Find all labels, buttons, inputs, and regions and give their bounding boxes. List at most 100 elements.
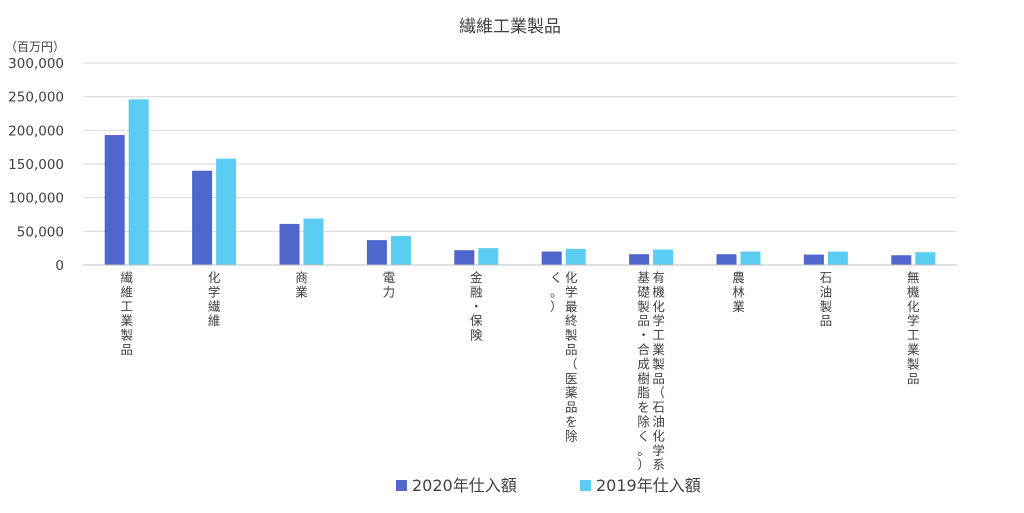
bar-series2	[478, 248, 499, 265]
x-tick-char: 業	[295, 284, 308, 299]
x-tick-char: 保	[470, 313, 483, 328]
x-tick-char: 化	[565, 270, 578, 285]
bars	[104, 99, 936, 265]
x-tick-char: ・	[637, 328, 650, 343]
bar-series2	[915, 252, 936, 265]
y-tick-label: 0	[55, 258, 64, 274]
x-tick-char: 電	[383, 270, 396, 285]
bar-series1	[279, 223, 300, 265]
x-tick-char: 品	[907, 371, 920, 386]
x-tick-char: 林	[732, 284, 745, 299]
x-axis-labels: 繊維工業製品化学繊維商業電力金融・保険化学最終製品（医薬品を除く。）有機化学工業…	[120, 270, 920, 472]
x-tick-char: 金	[470, 270, 483, 285]
chart-title: 繊維工業製品	[459, 17, 561, 37]
y-tick-label: 250,000	[8, 90, 64, 106]
bar-series2	[565, 248, 586, 265]
x-tick-char: 最	[565, 299, 578, 314]
x-tick-char: （	[652, 385, 665, 400]
x-tick-char: 終	[565, 313, 578, 328]
x-tick-char: 品	[120, 342, 133, 357]
x-tick-char: 製	[907, 356, 920, 371]
bar-series1	[629, 254, 650, 265]
x-tick-char: 化	[652, 299, 665, 314]
x-tick-char: ）	[637, 457, 650, 472]
x-tick-char: 製	[820, 299, 833, 314]
x-tick-char: を	[637, 400, 650, 415]
x-tick-char: 学	[907, 313, 920, 328]
x-tick-char: 製	[652, 356, 665, 371]
x-tick-char: 融	[470, 284, 483, 299]
bar-series1	[803, 254, 824, 265]
x-tick-char: 樹	[637, 371, 650, 386]
y-tick-label: 200,000	[8, 123, 64, 139]
x-tick-char: 製	[565, 328, 578, 343]
bar-series2	[390, 236, 411, 265]
bar-series1	[104, 135, 125, 265]
y-tick-label: 50,000	[17, 224, 64, 240]
x-tick-char: 基	[637, 270, 650, 285]
x-tick-char: 力	[383, 284, 396, 299]
legend-swatch	[580, 480, 591, 491]
x-tick-char: 学	[652, 313, 665, 328]
y-tick-label: 150,000	[8, 157, 64, 173]
x-tick-char: 油	[652, 414, 665, 429]
x-tick-char: 業	[732, 299, 745, 314]
legend-swatch	[396, 480, 407, 491]
gridlines	[83, 62, 957, 232]
x-tick-char: 化	[652, 428, 665, 443]
bar-series2	[653, 249, 674, 265]
x-tick-char: く	[550, 270, 563, 285]
x-tick-char: 品	[820, 313, 833, 328]
x-tick-char: 。	[637, 443, 650, 458]
x-tick-char: 学	[565, 284, 578, 299]
x-tick-char: 学	[652, 443, 665, 458]
bar-series2	[740, 251, 761, 265]
x-tick-char: 薬	[565, 385, 578, 400]
x-tick-char: 除	[565, 428, 578, 443]
x-tick-char: 油	[820, 284, 833, 299]
x-tick-char: 品	[565, 400, 578, 415]
legend-label: 2020年仕入額	[412, 476, 517, 495]
unit-label: （百万円）	[5, 40, 65, 54]
x-tick-char: 繊	[208, 299, 221, 314]
x-tick-char: 維	[208, 313, 221, 328]
x-tick-char: 系	[652, 457, 665, 472]
x-tick-char: ・	[470, 299, 483, 314]
bar-series2	[827, 251, 848, 265]
x-tick-char: 有	[652, 270, 665, 285]
x-tick-char: 。	[550, 284, 563, 299]
x-tick-char: 工	[907, 328, 920, 343]
x-tick-char: 医	[565, 371, 578, 386]
x-tick-char: 工	[120, 299, 133, 314]
x-tick-char: 化	[208, 270, 221, 285]
x-tick-char: 機	[652, 284, 665, 299]
y-tick-label: 100,000	[8, 191, 64, 207]
bar-series1	[192, 170, 213, 265]
x-tick-char: （	[565, 356, 578, 371]
x-tick-char: 工	[652, 328, 665, 343]
x-tick-char: 石	[652, 400, 665, 415]
x-tick-char: 脂	[637, 385, 650, 400]
bar-series2	[128, 99, 149, 265]
x-tick-char: 機	[907, 284, 920, 299]
bar-series1	[891, 255, 912, 265]
x-tick-char: 繊	[120, 270, 133, 285]
x-tick-char: 除	[637, 414, 650, 429]
legend: 2020年仕入額 2019年仕入額	[396, 476, 701, 495]
x-tick-char: 石	[820, 270, 833, 285]
x-tick-char: 学	[208, 284, 221, 299]
bar-series2	[303, 218, 324, 265]
x-tick-char: 成	[637, 356, 650, 371]
y-axis-ticks: 0 50,000 100,000 150,000 200,000 250,000 300,0…	[8, 56, 64, 274]
bar-series1	[716, 254, 737, 265]
x-tick-char: ）	[550, 299, 563, 314]
bar-series2	[216, 158, 237, 265]
x-tick-char: 品	[565, 342, 578, 357]
legend-label: 2019年仕入額	[596, 476, 701, 495]
x-tick-char: く	[637, 428, 650, 443]
bar-series1	[454, 250, 475, 265]
x-tick-char: 製	[637, 299, 650, 314]
x-tick-char: 製	[120, 328, 133, 343]
x-tick-char: 商	[295, 270, 308, 285]
